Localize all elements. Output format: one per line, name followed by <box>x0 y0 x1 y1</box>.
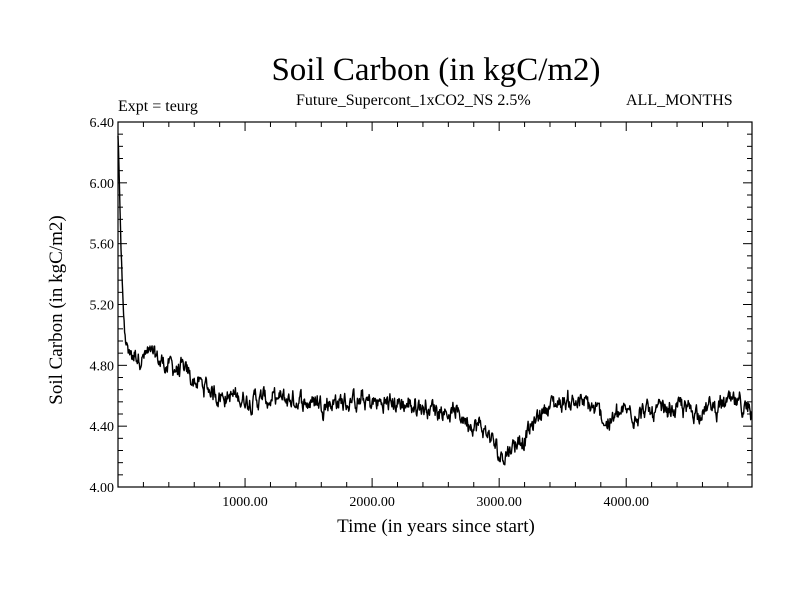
y-tick-label: 4.40 <box>90 420 115 435</box>
x-tick-label: 1000.00 <box>222 495 268 510</box>
x-axis-label: Time (in years since start) <box>337 516 535 537</box>
y-tick-label: 6.40 <box>90 116 115 131</box>
y-tick-label: 5.60 <box>90 238 115 253</box>
axis-ticks <box>118 122 752 487</box>
y-tick-label: 6.00 <box>90 177 115 192</box>
chart-title: Soil Carbon (in kgC/m2) <box>271 52 601 88</box>
plot-frame <box>117 121 753 488</box>
y-tick-label: 4.80 <box>90 359 115 374</box>
tick-labels: 1000.00 2000.00 3000.00 4000.00 4.00 4.40 4.80… <box>90 116 649 510</box>
chart-subtitle: Future_Supercont_1xCO2_NS 2.5% <box>296 92 531 109</box>
y-tick-label: 4.00 <box>90 481 115 496</box>
x-tick-label: 2000.00 <box>349 495 395 510</box>
x-tick-label: 4000.00 <box>603 495 649 510</box>
experiment-label: Expt = teurg <box>118 98 198 115</box>
x-tick-label: 3000.00 <box>476 495 522 510</box>
y-tick-label: 5.20 <box>90 299 115 314</box>
months-label: ALL_MONTHS <box>626 92 733 109</box>
soil-carbon-series-line <box>117 135 753 466</box>
